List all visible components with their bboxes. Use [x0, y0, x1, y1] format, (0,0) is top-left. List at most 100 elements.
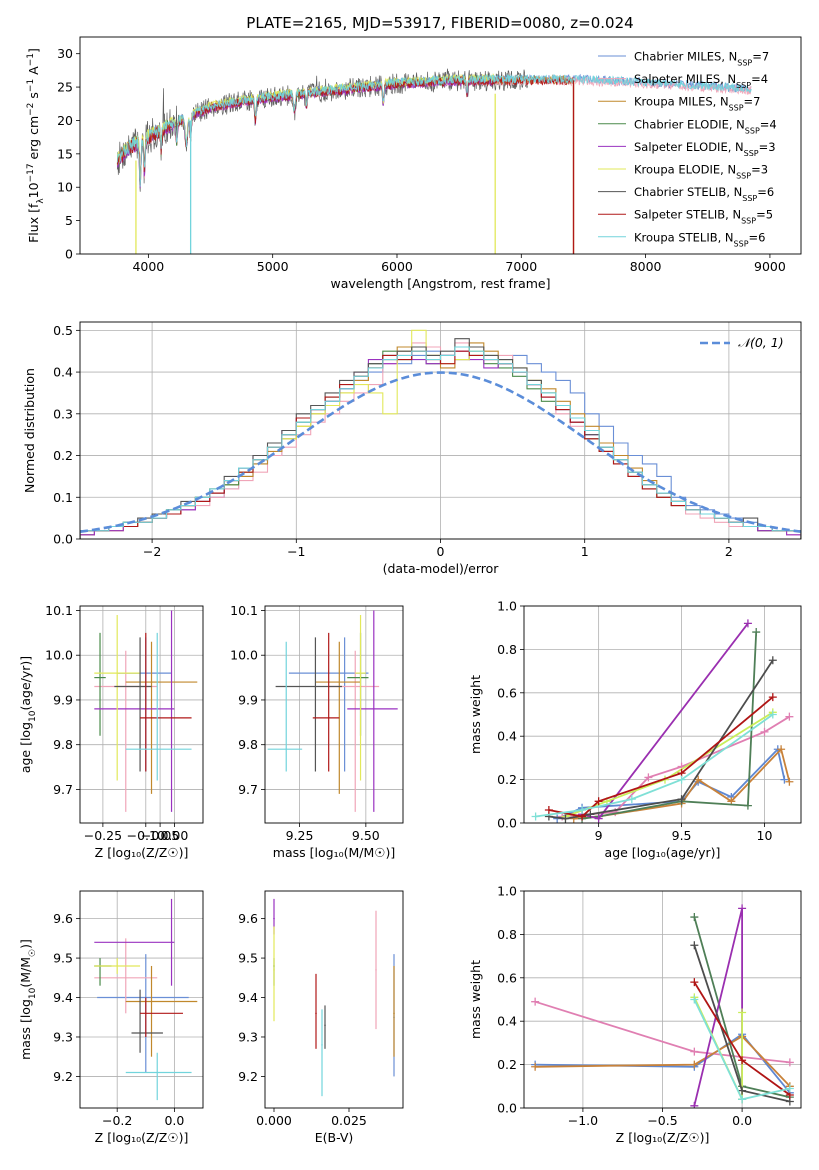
y-tick-label: 9.4: [53, 990, 73, 1005]
point-CE: [99, 676, 101, 679]
gaussian-curve: [80, 371, 801, 533]
legend-label-sub: SSP: [742, 194, 757, 203]
y-axis-label-part: −2: [26, 103, 36, 116]
x-tick-label: −0.05: [141, 828, 179, 843]
x-axis-label: wavelength [Angstrom, rest frame]: [330, 276, 550, 291]
y-tick-label: 30: [57, 46, 73, 61]
figure-title: PLATE=2165, MJD=53917, FIBERID=0080, z=0…: [246, 14, 633, 32]
y-tick-label: 0.2: [497, 772, 517, 787]
x-tick-label: 10: [757, 828, 773, 843]
weight-marker-KM_w: [777, 745, 786, 754]
legend-label-eq: =4: [760, 117, 777, 131]
weight-marker-KM_w: [531, 1062, 540, 1071]
legend-label-eq: =5: [756, 208, 773, 222]
point-KE: [359, 672, 362, 674]
weight-marker-SM_w: [785, 712, 794, 721]
legend-label-main: Kroupa ELODIE, N: [634, 163, 736, 177]
y-tick-label: 0.3: [53, 406, 73, 421]
y-tick-label: 9.2: [53, 1069, 73, 1084]
axes-frame: [523, 890, 802, 1109]
x-tick-label: −1.0: [568, 1113, 598, 1128]
legend-label: Chabrier STELIB, NSSP=6: [634, 185, 774, 203]
y-axis-label: mass weight: [468, 675, 483, 754]
y-tick-label: 10.1: [230, 603, 258, 618]
y-tick-label: 0.4: [53, 365, 73, 380]
y-axis-label: mass [log10(M/M☉)]: [18, 939, 38, 1060]
histogram-step-SS: [80, 350, 801, 539]
y-tick-label: 9.6: [238, 911, 258, 926]
y-axis-label: age [log10(age/yr)]: [18, 656, 38, 773]
weight-marker-CS_w: [561, 814, 570, 823]
point-KE: [273, 969, 275, 971]
weight-marker-SE_w: [594, 814, 603, 823]
panel-age_vs_mass: 9.25 9.50 9.7 9.8 9.9 10.0 10.1 mass [log₁₀(M/M…: [230, 603, 404, 860]
y-tick-label: 9.8: [238, 737, 258, 752]
x-axis-label: mass [log₁₀(M/M☉)]: [273, 845, 395, 860]
weight-marker-SE_w: [690, 1101, 699, 1108]
x-tick-label: 1: [581, 544, 589, 559]
x-tick-label: 0.000: [256, 1113, 292, 1128]
axes-frame: [264, 605, 404, 824]
legend-label-main: Kroupa STELIB, N: [634, 230, 734, 244]
y-tick-label: 9.9: [53, 692, 73, 707]
y-tick-label: 9.6: [53, 911, 73, 926]
x-tick-label: 0.025: [331, 1113, 367, 1128]
y-axis-label-part: λ: [36, 198, 46, 204]
weight-marker-CE_w: [743, 801, 752, 810]
y-tick-label: 5: [65, 213, 73, 228]
y-tick-label: 0.2: [53, 448, 73, 463]
x-tick-label: −0.25: [84, 828, 122, 843]
y-tick-label: 10.1: [45, 603, 73, 618]
y-tick-label: 9.2: [238, 1069, 258, 1084]
x-tick-label: 9.50: [352, 828, 380, 843]
y-tick-label: 10: [57, 180, 73, 195]
weight-marker-CM_w: [780, 775, 789, 784]
weight-marker-SS_w: [738, 1056, 747, 1065]
legend-label: Salpeter MILES, NSSP=4: [634, 72, 768, 90]
weight-marker-CS_w: [690, 941, 699, 950]
point-SM: [354, 685, 357, 688]
y-tick-label: 9.5: [53, 951, 73, 966]
point-SE: [373, 708, 375, 710]
weight-marker-SE_w: [743, 619, 752, 628]
y-tick-label: 0.1: [53, 490, 73, 505]
y-axis-label: mass weight: [468, 960, 483, 1039]
x-axis-label: Z [log₁₀(Z/Z☉)]: [95, 1130, 189, 1145]
point-SS: [144, 1012, 147, 1015]
weight-marker-SM_w: [760, 727, 769, 736]
y-axis-label: Normed distribution: [22, 368, 37, 493]
x-axis-label: E(B-V): [315, 1130, 354, 1145]
x-tick-label: −2: [143, 544, 161, 559]
point-SS: [144, 717, 147, 719]
point-CM: [343, 672, 346, 674]
weight-marker-KS_w: [627, 795, 636, 804]
y-tick-label: 0.4: [497, 1014, 517, 1029]
legend-label: Kroupa MILES, NSSP=7: [634, 95, 760, 113]
legend-label-sub: SSP: [736, 81, 751, 90]
point-KE: [116, 672, 118, 674]
point-SS: [327, 717, 330, 719]
y-axis-label-part: Flux [f: [26, 203, 41, 243]
weight-marker-SM_w: [531, 997, 540, 1006]
plot-area-residuals: [80, 329, 801, 539]
weight-line-SM_w: [562, 715, 790, 818]
legend-label-eq: =7: [752, 50, 769, 64]
legend-label-eq: =6: [757, 185, 774, 199]
legend-label-eq: =3: [751, 163, 768, 177]
point-SE: [170, 708, 173, 710]
plot-area-mass_vs_Z: [94, 898, 198, 1101]
panel-mass_vs_Z: −0.2 0.0 9.2 9.3 9.4 9.5 9.6 Z [log₁₀(Z/Z☉)] mas…: [18, 890, 204, 1145]
plot-area-mass_vs_ebv: [273, 898, 395, 1097]
spectrum-line-KS: [116, 73, 752, 187]
x-tick-label: 9: [595, 828, 603, 843]
legend-label-eq: =6: [749, 230, 766, 244]
weight-marker-SM_w: [785, 1058, 794, 1067]
y-tick-label: 0.2: [497, 1057, 517, 1072]
axes-frame: [264, 890, 404, 1109]
point-KM: [393, 1012, 395, 1015]
y-tick-label: 0.0: [53, 532, 73, 547]
plot-area-spectrum: [116, 68, 752, 254]
y-tick-label: 20: [57, 113, 73, 128]
panel-residuals: −2 −1 0 1 2 0.0 0.1 0.2 0.3 0.4 0.5 (data-model)/er…: [22, 321, 802, 576]
